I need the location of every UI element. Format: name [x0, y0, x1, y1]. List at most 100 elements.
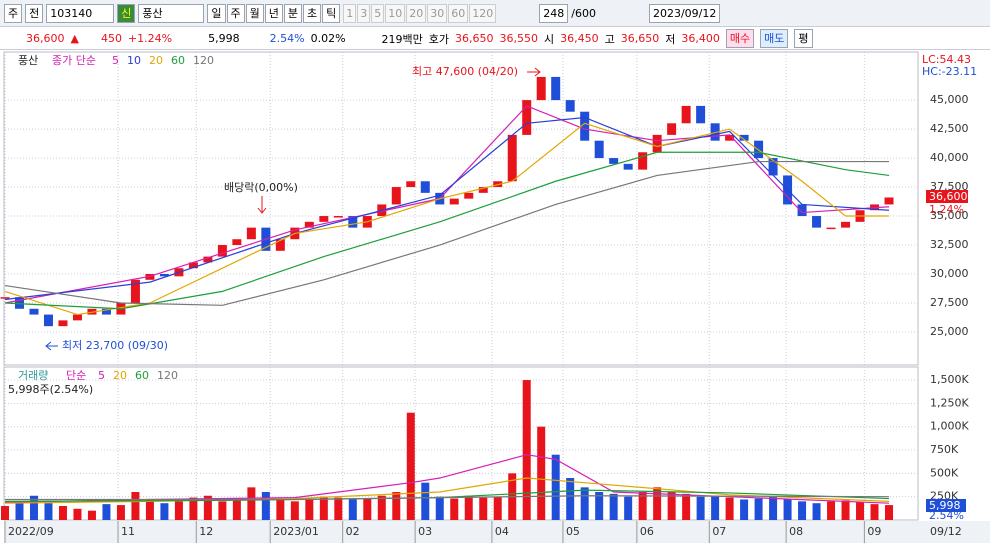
candle [275, 239, 285, 251]
interval[interactable]: 1 [343, 3, 357, 23]
interval[interactable]: 120 [469, 3, 497, 23]
period[interactable]: 초 [303, 3, 322, 23]
y-tick-label: 45,000 [930, 93, 969, 106]
sell-button[interactable]: 매도 [760, 29, 789, 48]
x-axis-band [4, 521, 990, 543]
y-tick-label: 1,000K [930, 420, 969, 433]
low-label: 저 [665, 32, 676, 46]
volume-bar [595, 492, 604, 520]
ma-line [4, 105, 890, 304]
legend-title: 단순 [66, 369, 86, 382]
y-tick-label: 35,000 [930, 209, 969, 222]
y-tick-label: 40,000 [930, 151, 969, 164]
volume-bar [551, 454, 560, 520]
period[interactable]: 월 [245, 3, 264, 23]
eval-button[interactable]: 평 [794, 29, 813, 48]
code-input[interactable]: 103140 [46, 3, 115, 23]
volume-bar [44, 503, 53, 520]
badge[interactable]: 신 [117, 3, 136, 23]
high: 36,650 [620, 32, 660, 45]
candle [638, 152, 648, 170]
interval[interactable]: 60 [448, 3, 469, 23]
volume-bar [479, 497, 488, 520]
period[interactable]: 년 [264, 3, 283, 23]
interval[interactable]: 30 [427, 3, 448, 23]
volume-note: 5,998주(2.54%) [8, 383, 93, 396]
volume-bar [812, 503, 821, 520]
candle [609, 158, 619, 164]
price: 36,600 [26, 32, 65, 45]
x-tick-label: 06 [640, 525, 654, 538]
vol-pct: 2.54% [269, 32, 305, 45]
ma-line [4, 116, 890, 301]
mode[interactable]: 전 [25, 3, 44, 23]
candle [725, 134, 735, 141]
volume-bar [131, 492, 140, 520]
volume-bar [696, 496, 705, 520]
period[interactable]: 분 [283, 3, 302, 23]
interval[interactable]: 5 [371, 3, 385, 23]
interval[interactable]: 20 [406, 3, 427, 23]
candle [159, 273, 169, 277]
date[interactable]: 2023/09/12 [648, 3, 721, 23]
volume-bar [754, 498, 763, 520]
x-tick-label: 2022/09 [8, 525, 54, 538]
volume-bar [58, 506, 67, 520]
volume-bar [537, 426, 546, 520]
candle [551, 76, 561, 101]
y-tick-label: 750K [930, 443, 959, 456]
price-panel [3, 51, 919, 366]
volume-bar [609, 493, 618, 520]
arrow [527, 67, 541, 77]
period[interactable]: 일 [207, 3, 226, 23]
volume-bar [145, 499, 154, 520]
arrow [257, 196, 267, 214]
period[interactable]: 주 [226, 3, 245, 23]
interval[interactable]: 10 [385, 3, 406, 23]
quote-bar: 36,600 ▲ 450 +1.24% 5,998 2.54% 0.02% 21… [0, 28, 990, 50]
period[interactable]: 틱 [322, 3, 341, 23]
buy-button[interactable]: 매수 [725, 29, 755, 48]
market[interactable]: 주 [4, 3, 23, 23]
bid-label: 호가 [428, 32, 450, 46]
candle [797, 204, 807, 217]
last-volume: 5,998 [929, 499, 961, 512]
candle [333, 216, 343, 218]
panel-title: 풍산 [18, 54, 38, 67]
volume-bar [189, 497, 198, 520]
interval[interactable]: 3 [357, 3, 371, 23]
candle [478, 187, 488, 193]
volume-bar [203, 495, 212, 520]
candle [232, 239, 242, 246]
volume-bar [406, 412, 415, 520]
volume-bar [392, 492, 401, 520]
stock-name[interactable]: 풍산 [138, 3, 205, 23]
legend-entry: 10 [127, 54, 141, 67]
candle [536, 76, 546, 101]
volume-bar [377, 495, 386, 520]
volume-bar [624, 496, 633, 520]
candle [304, 221, 314, 228]
candle [391, 187, 401, 205]
intervals: 1 3 5 10 20 30 60 120 [343, 3, 497, 23]
candle [594, 140, 604, 159]
candle [14, 297, 24, 309]
ask: 36,650 [455, 32, 494, 45]
candle [319, 216, 329, 222]
last-price-box [926, 190, 968, 203]
x-tick-label: 04 [495, 525, 509, 538]
legend-entry: 120 [193, 54, 214, 67]
volume-bar [116, 505, 125, 520]
count[interactable]: 248 [539, 3, 569, 23]
open-label: 시 [544, 32, 555, 46]
candle [652, 134, 662, 153]
candle [681, 105, 691, 124]
arrow: ▲ [70, 32, 79, 45]
volume-bar [827, 501, 836, 520]
annotation: 배당락(0,00%) [224, 181, 298, 194]
end-date: 09/12 [930, 525, 962, 538]
last-pct: 1.24% [929, 203, 964, 216]
candle [768, 158, 778, 176]
candle [217, 245, 227, 257]
